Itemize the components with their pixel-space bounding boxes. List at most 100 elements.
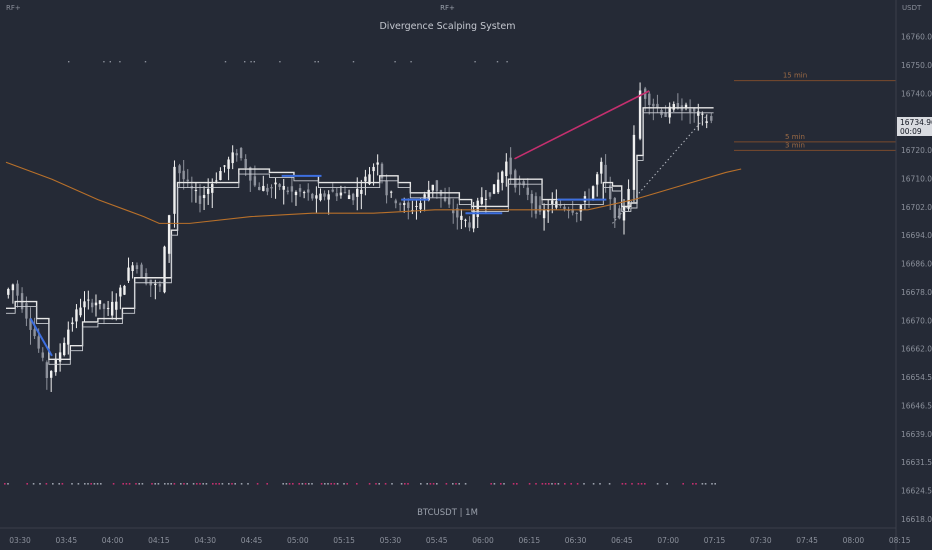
candle-body: [368, 174, 371, 185]
candle-body: [173, 166, 176, 214]
signal-dot: [266, 483, 268, 485]
candle-body: [443, 196, 447, 201]
candle-body: [600, 161, 603, 174]
signal-dot: [45, 483, 48, 485]
signal-dot: [420, 483, 422, 485]
candle-body: [45, 362, 49, 379]
candle-body: [25, 303, 28, 319]
time-tick-label: 07:15: [704, 536, 726, 545]
divergence-line: [514, 90, 650, 160]
candle-body: [472, 209, 475, 229]
signal-dot: [557, 483, 560, 485]
level-label: 3 min: [785, 141, 805, 149]
candle-body: [351, 193, 355, 201]
signal-dot: [96, 483, 99, 485]
signal-dot: [512, 483, 515, 485]
price-tick-label: 16720.00: [901, 146, 932, 155]
candle-body: [356, 188, 359, 197]
candle-body: [505, 161, 508, 177]
signal-dot: [554, 483, 556, 485]
candle-body: [266, 187, 269, 192]
candle-body: [447, 198, 451, 205]
signal-dot: [564, 483, 566, 485]
signal-dot: [400, 483, 403, 485]
candle-body: [509, 157, 512, 175]
candle-body: [398, 203, 402, 205]
time-tick-label: 03:45: [55, 536, 77, 545]
signal-dot: [404, 483, 406, 485]
signal-dot: [714, 483, 716, 485]
candle-body: [215, 180, 218, 182]
signal-dot: [215, 483, 217, 485]
signal-dot: [503, 483, 505, 485]
signal-dot: [196, 483, 198, 485]
last-price-countdown: 00:09: [900, 127, 922, 136]
indicator-short-label: RF+: [440, 4, 455, 12]
signal-dot: [292, 483, 294, 485]
candle-body: [530, 193, 534, 204]
signal-dot: [90, 483, 92, 485]
candle-body: [311, 193, 314, 199]
signal-dot: [122, 483, 124, 485]
candle-body: [71, 322, 74, 325]
signal-dot: [141, 483, 144, 485]
candle-body: [480, 197, 484, 204]
candle-body: [244, 158, 247, 169]
top-signal-dot: [394, 61, 396, 63]
time-tick-label: 06:00: [472, 536, 494, 545]
signal-dot: [58, 483, 60, 485]
candle-body: [98, 300, 102, 304]
signal-dot: [157, 483, 160, 485]
candle-body: [604, 164, 607, 182]
price-tick-label: 16710.00: [901, 174, 932, 183]
time-tick-label: 05:00: [287, 536, 309, 545]
signal-dot: [384, 483, 387, 485]
candle-body: [258, 186, 261, 190]
candle-body: [668, 106, 671, 118]
candle-body: [7, 289, 10, 295]
candle-body: [618, 208, 621, 219]
candle-body: [407, 202, 410, 209]
signal-dot: [343, 483, 345, 485]
top-signal-dot: [244, 61, 246, 63]
candle-body: [270, 187, 273, 189]
candle-body: [307, 189, 310, 193]
candle-body: [360, 189, 363, 194]
candle-body: [319, 193, 322, 201]
candle-body: [456, 208, 459, 218]
candle-body: [135, 265, 139, 270]
top-signal-dot: [68, 61, 70, 63]
price-tick-label: 16686.00: [901, 260, 932, 269]
candle-body: [87, 299, 90, 301]
price-tick-label: 16654.50: [901, 373, 932, 382]
candle-body: [613, 198, 617, 219]
signal-dot: [61, 483, 64, 485]
candle-body: [83, 301, 86, 308]
time-tick-label: 05:15: [333, 536, 355, 545]
top-signal-dot: [250, 61, 252, 63]
candle-body: [534, 196, 538, 214]
time-tick-label: 08:00: [843, 536, 865, 545]
candle-body: [701, 113, 704, 115]
price-tick-label: 16662.00: [901, 345, 932, 354]
candle-body: [94, 302, 98, 306]
candle-body: [302, 192, 306, 194]
candle-body: [476, 200, 479, 217]
candle-body: [419, 203, 422, 210]
signal-dot: [346, 483, 348, 485]
level-label: 15 min: [783, 72, 807, 80]
top-signal-dot: [474, 61, 476, 63]
signal-dot: [167, 483, 169, 485]
level-label: 5 min: [785, 133, 805, 141]
candle-body: [571, 209, 574, 213]
time-tick-label: 05:30: [380, 536, 402, 545]
candle-body: [551, 200, 554, 205]
signal-dot: [493, 483, 496, 485]
candle-body: [282, 185, 285, 190]
candle-body: [563, 206, 566, 209]
signal-dot: [304, 483, 307, 485]
candle-body: [339, 192, 343, 196]
